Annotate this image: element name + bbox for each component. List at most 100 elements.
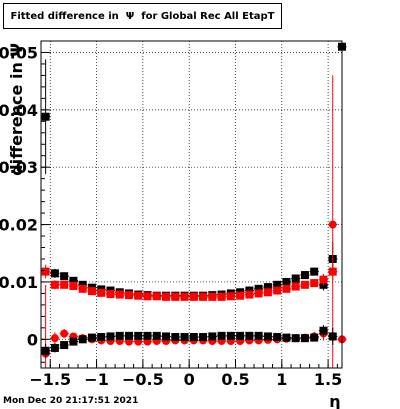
data-point bbox=[124, 291, 133, 300]
x-axis-title: η bbox=[329, 392, 340, 409]
data-point bbox=[273, 286, 282, 295]
data-point bbox=[300, 334, 309, 343]
data-point bbox=[50, 334, 59, 343]
data-point bbox=[282, 277, 291, 286]
data-point bbox=[236, 331, 245, 340]
data-point bbox=[106, 289, 115, 298]
data-point bbox=[273, 280, 282, 289]
data-point bbox=[254, 284, 263, 293]
data-point bbox=[41, 346, 50, 355]
plot-frame bbox=[40, 40, 343, 369]
data-point bbox=[162, 332, 171, 341]
data-point bbox=[217, 331, 226, 340]
y-tick-label: 0.05 bbox=[0, 43, 38, 62]
data-point bbox=[328, 267, 337, 276]
chart-title-box: Fitted difference in Ψ for Global Rec Al… bbox=[3, 3, 282, 29]
data-point bbox=[41, 112, 50, 121]
series-1 bbox=[41, 75, 347, 368]
data-point bbox=[115, 331, 124, 340]
data-point bbox=[69, 337, 78, 346]
data-point bbox=[78, 284, 87, 293]
data-point bbox=[263, 288, 272, 297]
data-point bbox=[319, 275, 328, 284]
data-point bbox=[60, 272, 69, 281]
data-point bbox=[60, 280, 69, 289]
data-point bbox=[300, 271, 309, 280]
x-tick-label: 0.5 bbox=[221, 370, 249, 389]
data-point bbox=[143, 331, 152, 340]
data-point bbox=[41, 267, 50, 276]
y-tick-label: 0.02 bbox=[0, 216, 38, 235]
data-point bbox=[328, 220, 337, 229]
data-point bbox=[50, 269, 59, 278]
data-point bbox=[97, 333, 106, 342]
data-point bbox=[245, 331, 254, 340]
axis-ticks bbox=[40, 40, 338, 368]
data-point bbox=[87, 287, 96, 296]
chart-title: Fitted difference in Ψ for Global Rec Al… bbox=[10, 10, 275, 22]
data-point bbox=[69, 276, 78, 285]
x-tick-label: 1.5 bbox=[314, 370, 342, 389]
data-point bbox=[310, 267, 319, 276]
data-point bbox=[189, 292, 198, 301]
x-tick-label: 1 bbox=[276, 370, 287, 389]
y-tick-label: 0 bbox=[27, 330, 38, 349]
series-2 bbox=[41, 324, 338, 358]
data-point bbox=[310, 333, 319, 342]
data-point bbox=[236, 291, 245, 300]
data-point bbox=[328, 332, 337, 341]
data-points bbox=[41, 41, 347, 368]
data-point bbox=[263, 332, 272, 341]
x-tick-label: −1.5 bbox=[29, 370, 71, 389]
data-point bbox=[134, 331, 143, 340]
x-tick-label: −1 bbox=[84, 370, 109, 389]
data-point bbox=[291, 334, 300, 343]
data-point bbox=[226, 292, 235, 301]
data-point bbox=[282, 333, 291, 342]
grid-lines bbox=[41, 41, 342, 368]
data-point bbox=[60, 341, 69, 350]
data-point bbox=[152, 331, 161, 340]
data-point bbox=[291, 274, 300, 283]
data-point bbox=[310, 279, 319, 288]
data-point bbox=[171, 333, 180, 342]
data-point bbox=[273, 333, 282, 342]
data-point bbox=[199, 292, 208, 301]
tick-labels: −1.5 −1 −0.5 0 0.5 1 1.5 0 0.01 0.02 0.03 0.04 0.05 bbox=[0, 43, 342, 389]
data-point bbox=[134, 291, 143, 300]
data-point bbox=[180, 292, 189, 301]
y-tick-label: 0.04 bbox=[0, 101, 38, 120]
data-point bbox=[143, 292, 152, 301]
data-point bbox=[69, 281, 78, 290]
data-point bbox=[115, 290, 124, 299]
data-point bbox=[152, 292, 161, 301]
data-point bbox=[199, 333, 208, 342]
x-tick-label: −0.5 bbox=[122, 370, 164, 389]
data-point bbox=[50, 280, 59, 289]
footer-timestamp: Mon Dec 20 21:17:51 2021 bbox=[3, 396, 139, 406]
data-point bbox=[171, 292, 180, 301]
data-point bbox=[106, 332, 115, 341]
data-point bbox=[78, 335, 87, 344]
data-point bbox=[208, 332, 217, 341]
data-point bbox=[319, 326, 328, 335]
data-point bbox=[87, 333, 96, 342]
data-point bbox=[217, 292, 226, 301]
series-3 bbox=[41, 263, 338, 301]
x-tick-label: 0 bbox=[184, 370, 195, 389]
data-point bbox=[254, 289, 263, 298]
data-point bbox=[162, 292, 171, 301]
data-point bbox=[245, 290, 254, 299]
data-point bbox=[97, 288, 106, 297]
data-point bbox=[50, 343, 59, 352]
data-point bbox=[60, 329, 69, 338]
data-point bbox=[263, 283, 272, 292]
data-point bbox=[180, 333, 189, 342]
y-tick-label: 0.01 bbox=[0, 273, 38, 292]
data-point bbox=[254, 331, 263, 340]
data-point bbox=[300, 280, 309, 289]
y-axis-title: difference in Ψ bbox=[7, 43, 26, 176]
data-point bbox=[124, 331, 133, 340]
data-point bbox=[282, 284, 291, 293]
